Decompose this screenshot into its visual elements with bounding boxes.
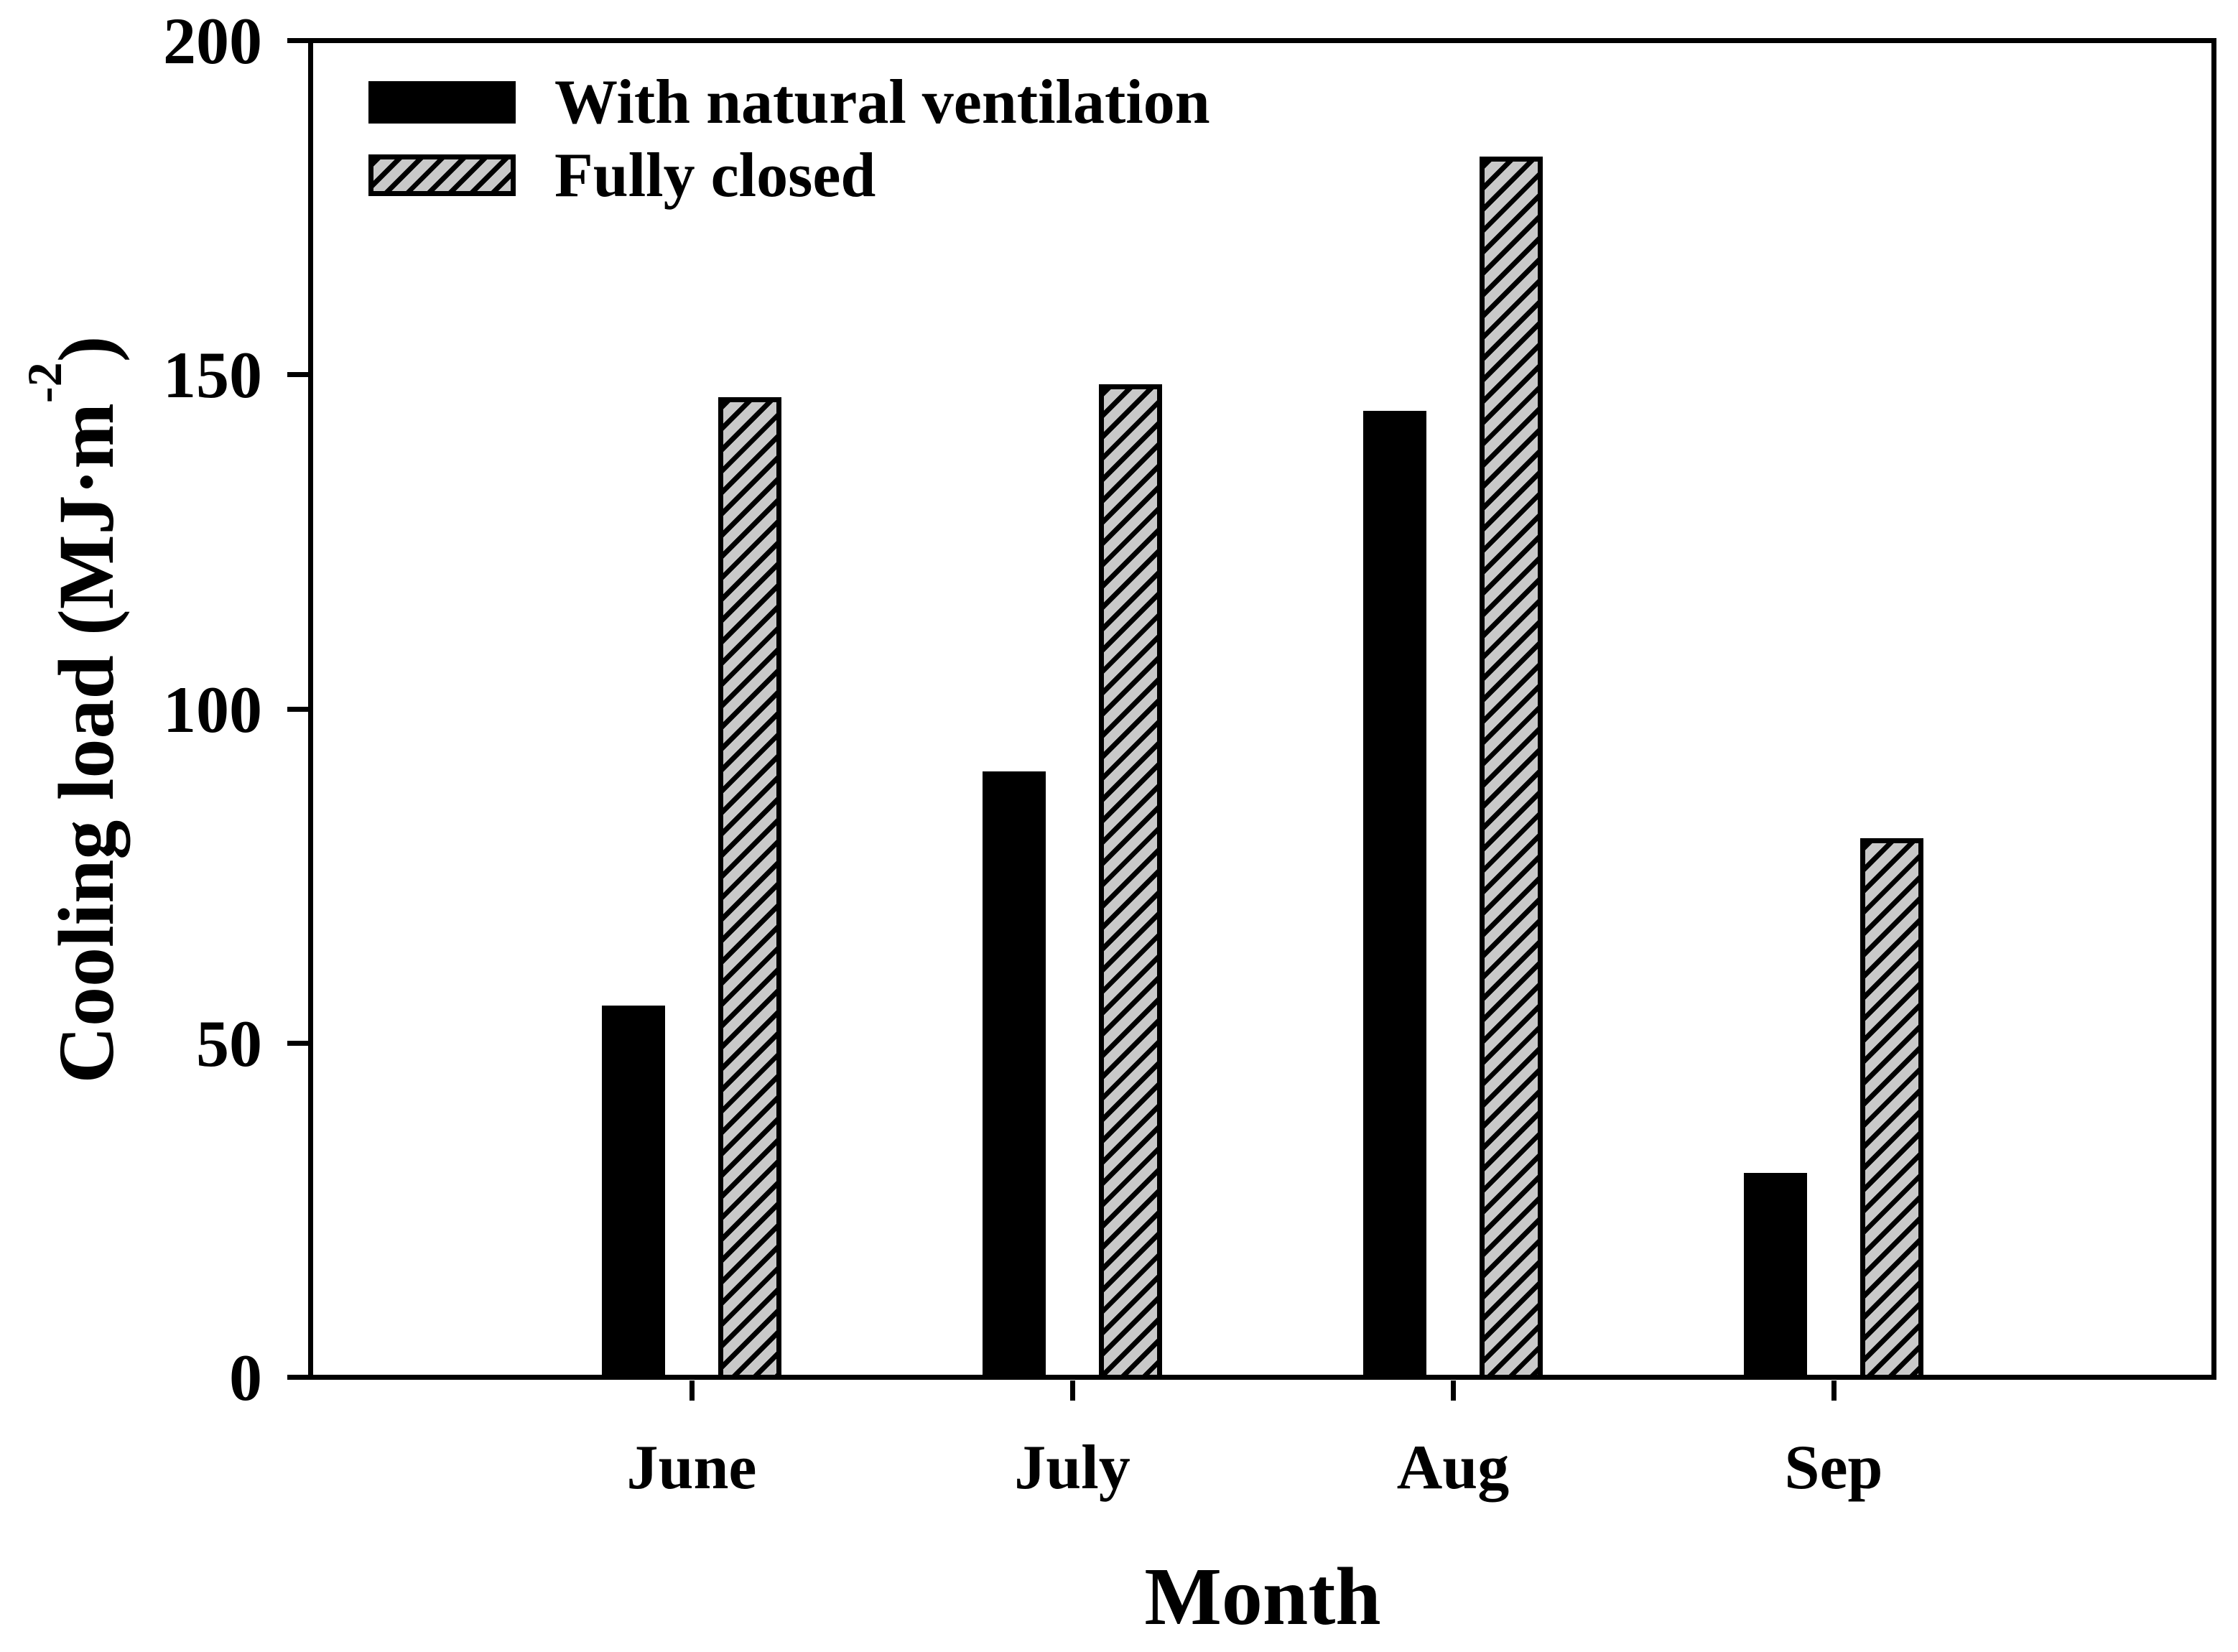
bar-with-natural-ventilation-july [983,771,1046,1380]
y-axis-title-closing: ) [42,335,130,363]
y-axis-title-superscript: -2 [17,362,73,404]
bar-with-natural-ventilation-june [602,1006,665,1380]
bar-fully-closed-aug [1480,157,1543,1380]
y-tick-100 [287,706,309,712]
legend-swatch-fully-closed-icon [368,154,516,196]
y-tick-200 [287,38,309,43]
x-tick-label-june: June [626,1433,757,1503]
y-tick-label-50: 50 [196,1006,262,1080]
legend-label-with-natural-ventilation: With natural ventilation [554,68,1210,137]
x-tick-sep [1831,1380,1837,1401]
x-axis-title: Month [1144,1551,1381,1642]
bar-fully-closed-july [1099,384,1162,1380]
x-tick-label-july: July [1014,1433,1130,1503]
legend-swatch-with-natural-ventilation-icon [368,81,516,124]
bar-with-natural-ventilation-aug [1363,411,1426,1380]
x-tick-aug [1451,1380,1456,1401]
y-tick-label-100: 100 [163,672,262,746]
y-axis-title-text: Cooling load (MJ·m [42,403,130,1084]
y-tick-label-150: 150 [163,338,262,412]
y-tick-label-0: 0 [229,1341,262,1414]
bar-with-natural-ventilation-sep [1744,1173,1807,1380]
y-tick-0 [287,1375,309,1380]
x-tick-label-aug: Aug [1396,1433,1510,1503]
legend-label-fully-closed: Fully closed [554,141,876,210]
y-axis-title: Cooling load (MJ·m-2) [17,335,133,1084]
bar-fully-closed-june [718,397,781,1380]
y-tick-50 [287,1040,309,1046]
bar-fully-closed-sep [1860,838,1923,1380]
x-tick-june [689,1380,695,1401]
x-tick-july [1070,1380,1075,1401]
y-tick-150 [287,372,309,378]
x-tick-label-sep: Sep [1784,1433,1883,1503]
y-tick-label-200: 200 [163,4,262,78]
